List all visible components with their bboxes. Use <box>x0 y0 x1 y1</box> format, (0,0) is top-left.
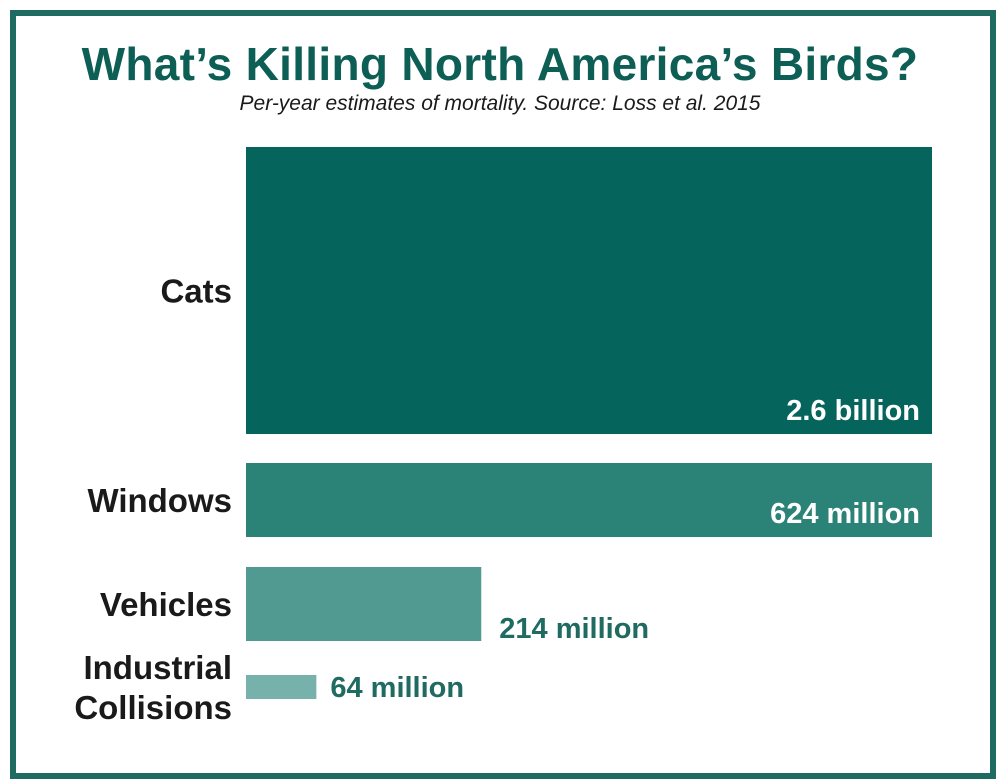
bar-vehicles <box>246 567 482 641</box>
bar-cats <box>246 147 932 434</box>
bar-windows <box>246 463 932 537</box>
category-label-vehicles: Vehicles <box>100 586 232 623</box>
category-label-industrial-collisions: Industrial Collisions <box>74 649 232 726</box>
value-label-cats: 2.6 billion <box>786 395 920 427</box>
category-label-cats: Cats <box>160 273 232 310</box>
chart-subtitle: Per-year estimates of mortality. Source:… <box>239 92 761 115</box>
bar-industrial-collisions <box>246 675 317 699</box>
chart-title: What’s Killing North America’s Birds? <box>81 38 919 90</box>
value-label-industrial-collisions: 64 million <box>330 672 464 704</box>
value-label-vehicles: 214 million <box>499 613 649 645</box>
category-label-windows: Windows <box>87 482 232 519</box>
value-label-windows: 624 million <box>770 498 920 530</box>
